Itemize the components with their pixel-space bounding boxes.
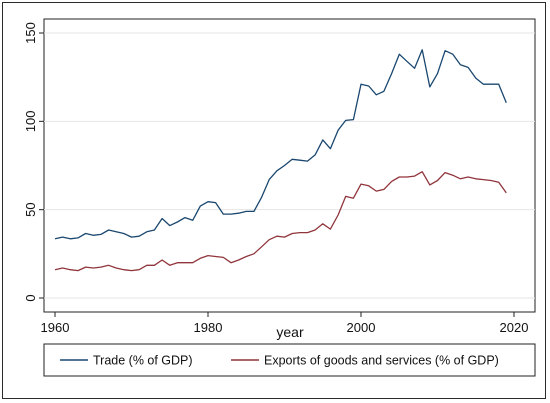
legend-label-2: Exports of goods and services (% of GDP) — [264, 354, 499, 368]
legend: Trade (% of GDP) Exports of goods and ser… — [60, 354, 499, 368]
y-tick-label: 0 — [23, 294, 38, 301]
axis-ticks: 0 50 100 150 1960 1980 2000 2020 — [23, 22, 528, 335]
x-tick-label: 1980 — [194, 320, 223, 335]
gridlines — [44, 32, 535, 299]
series-line-2 — [54, 171, 507, 272]
series-line-1 — [54, 49, 507, 240]
x-tick-label: 2000 — [347, 320, 376, 335]
y-tick-label: 50 — [23, 202, 38, 216]
x-axis-title: year — [276, 324, 304, 340]
series-lines — [54, 49, 507, 272]
x-tick-label: 2020 — [500, 320, 529, 335]
figure-border — [2, 2, 546, 399]
legend-box — [43, 343, 536, 377]
x-tick-label: 1960 — [41, 320, 70, 335]
y-tick-label: 150 — [23, 22, 38, 44]
y-tick-label: 100 — [23, 110, 38, 132]
plot-area — [43, 18, 536, 313]
legend-label-1: Trade (% of GDP) — [93, 354, 193, 368]
